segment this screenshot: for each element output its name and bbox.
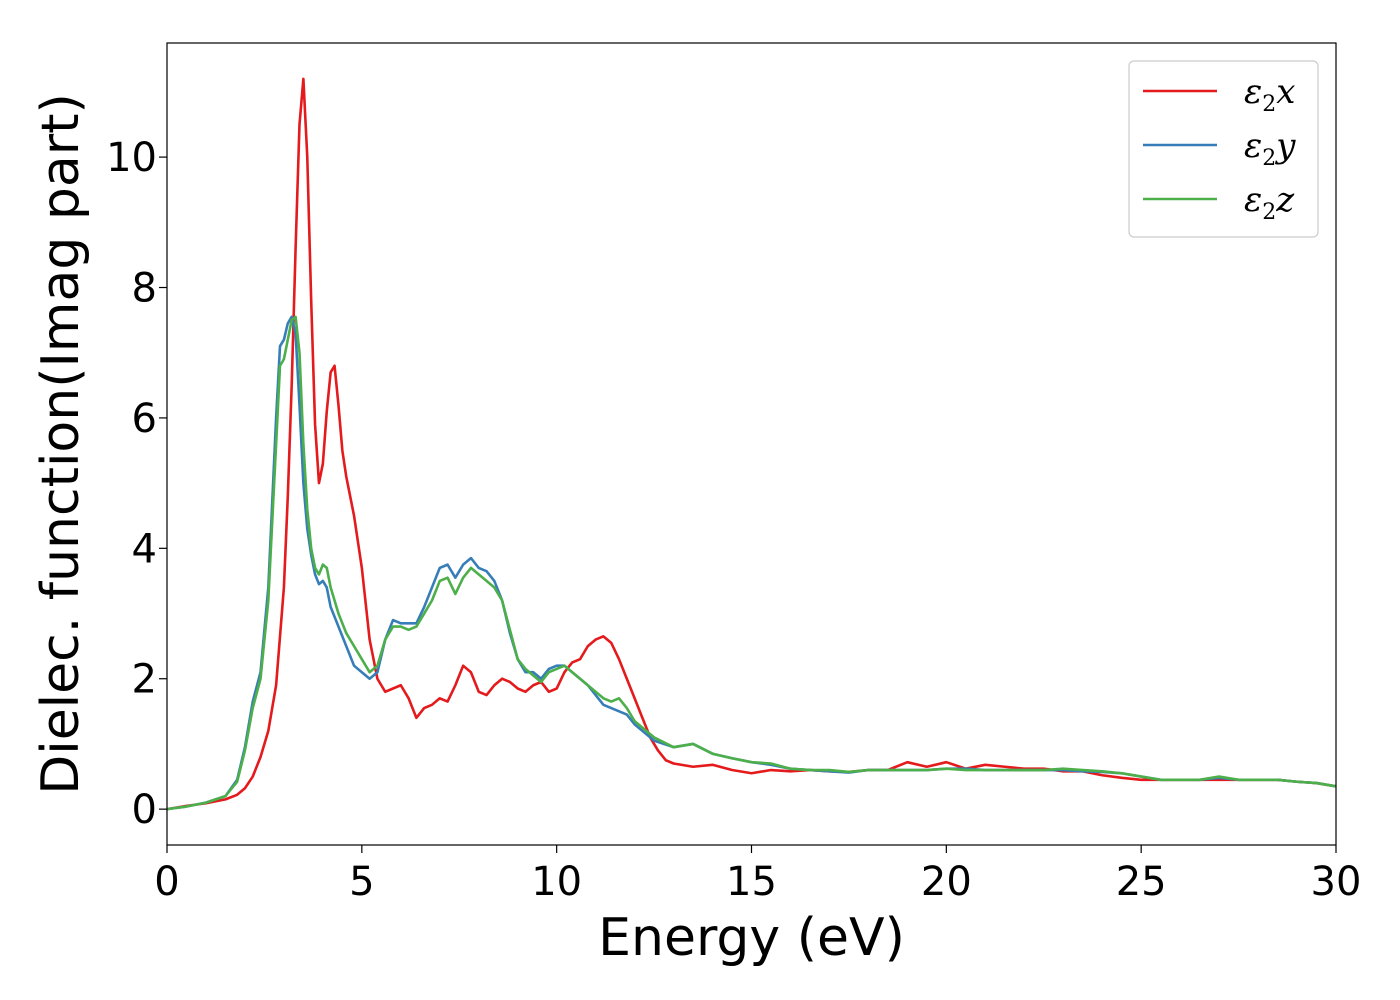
y-tick-label: 10 — [106, 135, 157, 181]
y-tick-label: 8 — [132, 266, 157, 312]
legend-label-main: ε — [1244, 126, 1262, 166]
x-tick-label: 20 — [921, 859, 972, 905]
y-tick-label: 2 — [132, 657, 157, 703]
legend-label-main: ε — [1244, 180, 1262, 220]
x-axis-label: Energy (eV) — [598, 908, 905, 968]
series-line-y — [167, 315, 1336, 811]
x-tick-label: 0 — [154, 859, 179, 905]
y-tick-label: 4 — [132, 526, 157, 572]
legend-label-tail: y — [1274, 126, 1296, 166]
x-axis-ticks: 0 5 10 15 20 25 30 — [154, 845, 1361, 905]
series-line-z — [167, 315, 1336, 811]
legend-item-x: ε2x — [1143, 72, 1295, 117]
y-axis-ticks: 0 2 4 6 8 10 — [106, 135, 167, 833]
legend-box — [1128, 60, 1319, 238]
x-tick-label: 30 — [1311, 859, 1362, 905]
legend-item-z: ε2z — [1143, 180, 1295, 225]
legend-label-sub: 2 — [1262, 92, 1276, 117]
y-tick-label: 0 — [132, 787, 157, 833]
legend-label: ε2y — [1244, 126, 1296, 171]
legend-label: ε2z — [1244, 180, 1295, 225]
legend-label: ε2x — [1244, 72, 1295, 117]
legend-label-sub: 2 — [1262, 146, 1276, 171]
x-tick-label: 25 — [1116, 859, 1167, 905]
x-tick-label: 5 — [349, 859, 374, 905]
legend-item-y: ε2y — [1143, 126, 1296, 171]
series-layer — [167, 77, 1336, 811]
legend-label-sub: 2 — [1262, 200, 1276, 225]
y-tick-label: 6 — [132, 396, 157, 442]
y-axis-label: Dielec. function(Imag part) — [31, 93, 91, 795]
legend-label-tail: z — [1275, 180, 1295, 220]
x-tick-label: 10 — [531, 859, 582, 905]
x-tick-label: 15 — [726, 859, 777, 905]
legend-label-tail: x — [1276, 72, 1295, 112]
legend-label-main: ε — [1244, 72, 1262, 112]
